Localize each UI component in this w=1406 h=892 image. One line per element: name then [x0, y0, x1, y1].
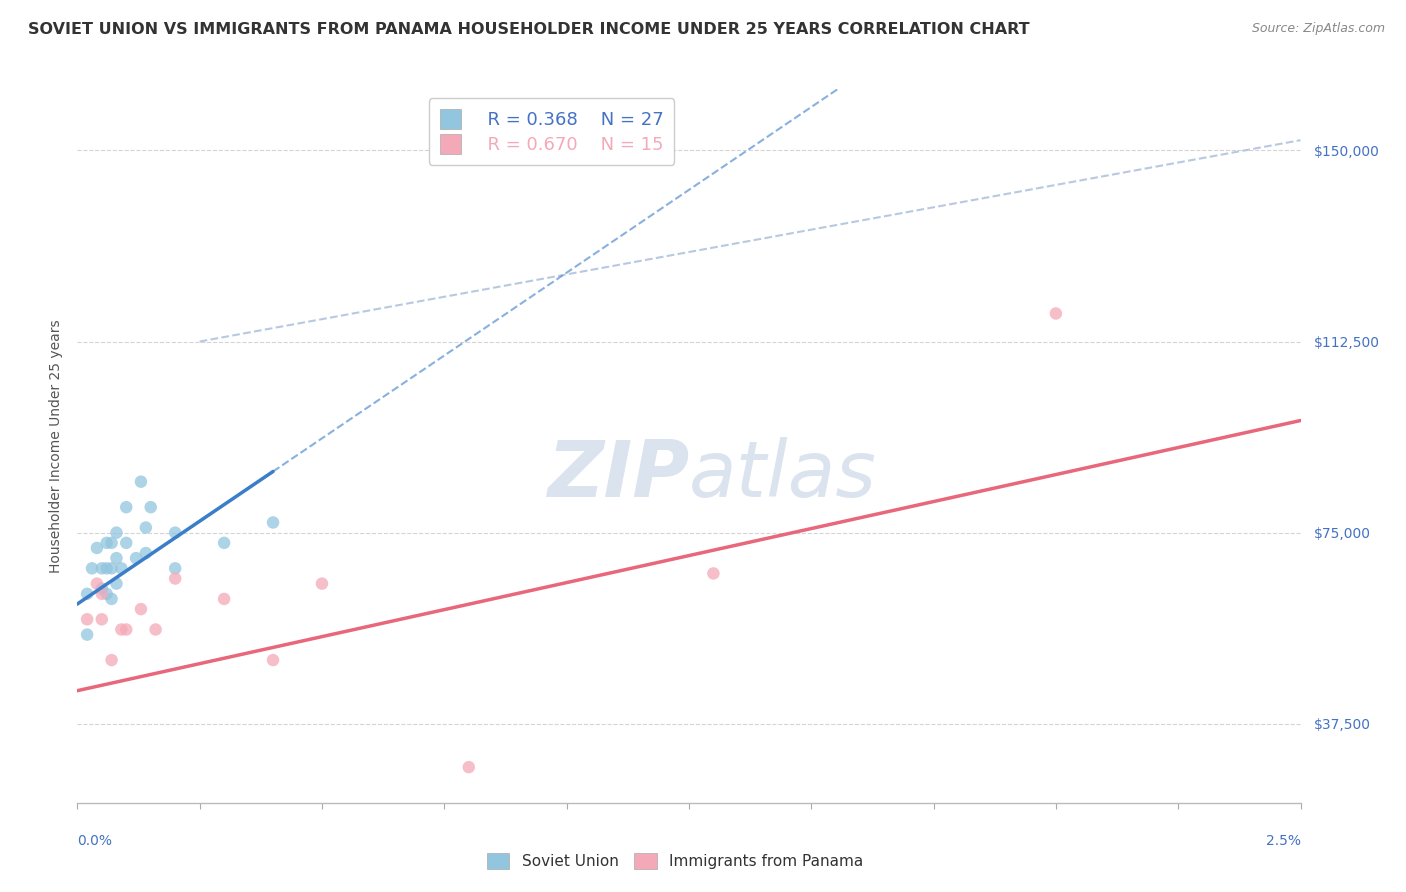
Point [100, 591, 122, 606]
Point [115, 500, 138, 515]
Point [90, 561, 112, 575]
Text: atlas: atlas [689, 436, 877, 513]
Legend:   R = 0.368    N = 27,   R = 0.670    N = 15: R = 0.368 N = 27, R = 0.670 N = 15 [429, 98, 675, 165]
Point [1045, 306, 1067, 320]
Point [100, 561, 122, 575]
Point [311, 576, 333, 591]
Point [90, 582, 112, 596]
Text: SOVIET UNION VS IMMIGRANTS FROM PANAMA HOUSEHOLDER INCOME UNDER 25 YEARS CORRELA: SOVIET UNION VS IMMIGRANTS FROM PANAMA H… [28, 22, 1029, 37]
Point [262, 516, 284, 530]
Text: Source: ZipAtlas.com: Source: ZipAtlas.com [1251, 22, 1385, 36]
Point [135, 520, 157, 534]
Point [86, 541, 108, 555]
Point [139, 500, 162, 515]
Point [90, 612, 112, 626]
Point [262, 653, 284, 667]
Point [212, 536, 235, 550]
Point [105, 525, 128, 540]
Point [145, 623, 167, 637]
Y-axis label: Householder Income Under 25 years: Householder Income Under 25 years [49, 319, 63, 573]
Point [129, 602, 152, 616]
Point [76, 612, 98, 626]
Point [80, 561, 103, 575]
Point [212, 591, 235, 606]
Point [702, 566, 724, 581]
Point [76, 587, 98, 601]
Text: ZIP: ZIP [547, 436, 689, 513]
Point [110, 623, 132, 637]
Text: 2.5%: 2.5% [1265, 834, 1301, 848]
Point [135, 546, 157, 560]
Legend: Soviet Union, Immigrants from Panama: Soviet Union, Immigrants from Panama [481, 847, 869, 875]
Point [96, 536, 118, 550]
Point [110, 561, 132, 575]
Text: 0.0%: 0.0% [77, 834, 112, 848]
Point [125, 551, 148, 566]
Point [76, 627, 98, 641]
Point [100, 653, 122, 667]
Point [96, 587, 118, 601]
Point [105, 551, 128, 566]
Point [96, 561, 118, 575]
Point [129, 475, 152, 489]
Point [86, 576, 108, 591]
Point [105, 576, 128, 591]
Point [115, 623, 138, 637]
Point [165, 561, 187, 575]
Point [457, 760, 479, 774]
Point [90, 587, 112, 601]
Point [165, 572, 187, 586]
Point [115, 536, 138, 550]
Point [165, 525, 187, 540]
Point [100, 536, 122, 550]
